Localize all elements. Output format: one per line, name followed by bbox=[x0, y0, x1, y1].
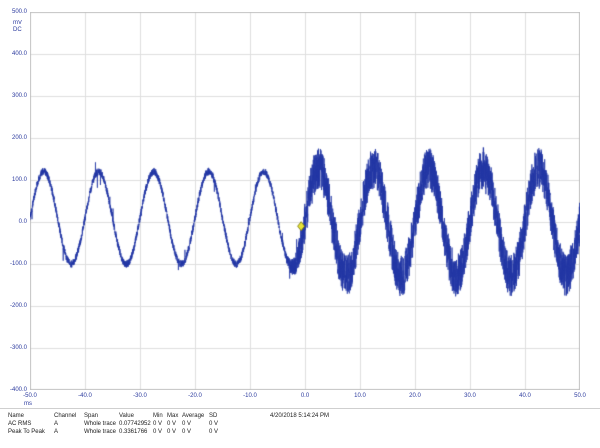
cell-sd: 0 V bbox=[209, 421, 219, 427]
y-tick-label: -100.0 bbox=[9, 261, 27, 267]
cell-span: Whole trace bbox=[84, 421, 117, 427]
cell-name: AC RMS bbox=[8, 421, 32, 427]
capture-timestamp: 4/20/2018 5:14:24 PM bbox=[270, 413, 330, 419]
waveform-plot[interactable] bbox=[30, 12, 580, 390]
col-header-average: Average bbox=[182, 413, 205, 419]
col-header-channel: Channel bbox=[54, 413, 77, 419]
x-axis-unit-label: ms bbox=[24, 401, 32, 407]
cell-span: Whole trace bbox=[84, 429, 117, 435]
cell-sd: 0 V bbox=[209, 429, 219, 435]
x-tick-label: 10.0 bbox=[354, 393, 366, 399]
cell-average: 0 V bbox=[182, 429, 192, 435]
x-tick-label: 40.0 bbox=[519, 393, 531, 399]
measurements-panel: Name Channel Span Value Min Max Average … bbox=[0, 408, 600, 448]
cell-value: 0.07742952 bbox=[119, 421, 151, 427]
x-tick-label: 0.0 bbox=[300, 393, 310, 399]
measurement-row: AC RMS A Whole trace 0.07742952 0 V 0 V … bbox=[8, 420, 600, 428]
measurement-row: Peak To Peak A Whole trace 0.3361766 0 V… bbox=[8, 428, 600, 436]
col-header-min: Min bbox=[153, 413, 163, 419]
x-tick-label: -20.0 bbox=[188, 393, 202, 399]
measurements-header-row: Name Channel Span Value Min Max Average … bbox=[8, 412, 600, 420]
x-tick-label: 30.0 bbox=[464, 393, 476, 399]
cell-max: 0 V bbox=[167, 421, 177, 427]
cell-min: 0 V bbox=[153, 429, 163, 435]
x-tick-label: -30.0 bbox=[133, 393, 147, 399]
y-tick-label: 500.0 bbox=[11, 9, 27, 15]
y-axis-unit-label: mV bbox=[13, 20, 22, 26]
cell-name: Peak To Peak bbox=[8, 429, 45, 435]
col-header-span: Span bbox=[84, 413, 99, 419]
x-tick-label: -40.0 bbox=[78, 393, 92, 399]
cell-min: 0 V bbox=[153, 421, 163, 427]
col-header-value: Value bbox=[119, 413, 134, 419]
y-tick-label: 100.0 bbox=[11, 177, 27, 183]
x-tick-label: -10.0 bbox=[243, 393, 257, 399]
cell-value: 0.3361766 bbox=[119, 429, 148, 435]
col-header-sd: SD bbox=[209, 413, 218, 419]
x-tick-label: 50.0 bbox=[574, 393, 586, 399]
y-tick-label: 400.0 bbox=[11, 51, 27, 57]
cell-channel: A bbox=[54, 421, 59, 427]
y-axis-coupling-label: DC bbox=[13, 27, 22, 33]
col-header-name: Name bbox=[8, 413, 25, 419]
y-tick-label: -300.0 bbox=[9, 345, 27, 351]
y-tick-label: 0.0 bbox=[18, 219, 27, 225]
y-tick-label: 200.0 bbox=[11, 135, 27, 141]
x-tick-label: -50.0 bbox=[23, 393, 37, 399]
col-header-max: Max bbox=[167, 413, 179, 419]
y-tick-label: -200.0 bbox=[9, 303, 27, 309]
cell-max: 0 V bbox=[167, 429, 177, 435]
cell-average: 0 V bbox=[182, 421, 192, 427]
y-tick-label: -400.0 bbox=[9, 387, 27, 393]
cell-channel: A bbox=[54, 429, 59, 435]
x-tick-label: 20.0 bbox=[409, 393, 421, 399]
y-tick-label: 300.0 bbox=[11, 93, 27, 99]
